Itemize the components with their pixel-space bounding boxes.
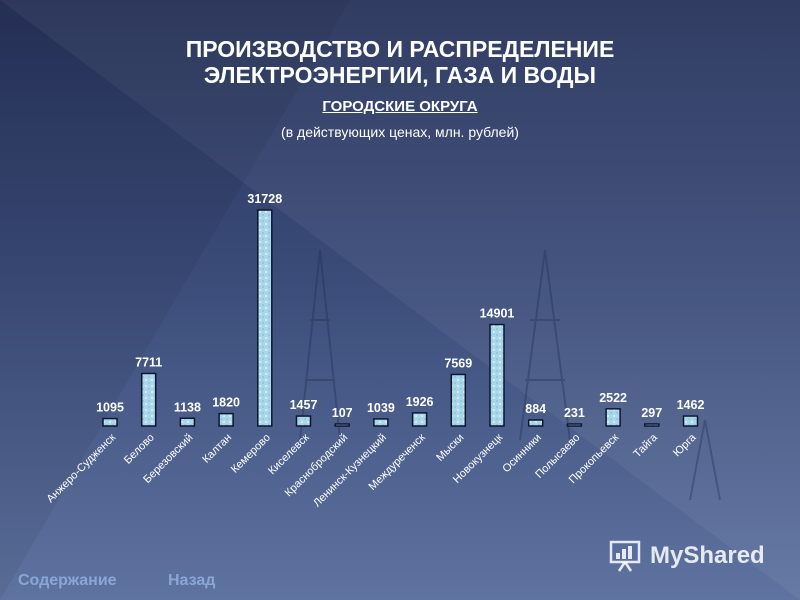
bar-7 [373, 418, 389, 427]
bar-value-label-4: 31728 [247, 192, 282, 206]
bar-value-label-13: 2522 [599, 391, 627, 405]
category-label-0: Анжеро-Судженск [44, 432, 118, 506]
contents-link[interactable]: Содержание [18, 572, 117, 589]
bar-value-label-10: 14901 [480, 307, 515, 321]
bar-5 [295, 415, 312, 427]
category-label-9: Мыски [434, 432, 466, 464]
bar-0 [102, 417, 118, 427]
category-label-1: Белово [122, 432, 157, 467]
category-label-15: Юрга [671, 431, 699, 459]
bar-8 [411, 412, 428, 427]
presentation-board-icon [609, 540, 641, 572]
myshared-logo: MyShared [608, 537, 778, 575]
bar-10 [489, 323, 505, 427]
chart-title-line-2: ЭЛЕКТРОЭНЕРГИИ, ГАЗА И ВОДЫ [203, 62, 597, 88]
category-label-7: Ленинск-Кузнецкий [311, 432, 389, 510]
bar-value-label-12: 231 [564, 406, 585, 420]
logo-text: MyShared [650, 542, 765, 569]
bar-6 [334, 423, 350, 427]
bar-value-label-2: 1138 [174, 400, 201, 414]
category-label-14: Тайга [631, 431, 660, 460]
bar-9 [450, 373, 467, 427]
bar-1 [140, 372, 157, 427]
bar-2 [179, 417, 196, 427]
units-note: (в действующих ценах, млн. рублей) [281, 124, 519, 140]
chart-title-line-1: ПРОИЗВОДСТВО И РАСПРЕДЕЛЕНИЕ [185, 36, 615, 62]
bar-value-label-0: 1095 [96, 401, 124, 415]
bar-13 [605, 408, 621, 427]
bar-value-label-9: 7569 [444, 356, 472, 370]
bar-4 [257, 209, 273, 427]
bar-14 [644, 423, 660, 427]
bar-value-label-1: 7711 [135, 356, 162, 370]
bar-value-label-11: 884 [525, 402, 546, 416]
bar-3 [218, 412, 234, 427]
bar-value-label-8: 1926 [406, 395, 434, 409]
bar-value-label-3: 1820 [212, 396, 240, 410]
bar-12 [566, 423, 583, 427]
bar-value-label-7: 1039 [367, 401, 395, 415]
bar-value-label-15: 1462 [677, 398, 705, 412]
bar-value-label-5: 1457 [290, 398, 318, 412]
bar-value-label-6: 107 [332, 406, 353, 420]
chart-subtitle: ГОРОДСКИЕ ОКРУГА [322, 98, 478, 115]
category-label-3: Калтан [200, 432, 234, 466]
bar-11 [527, 419, 544, 427]
bar-value-label-14: 297 [641, 406, 662, 420]
back-link[interactable]: Назад [168, 572, 216, 589]
bar-15 [682, 415, 699, 427]
